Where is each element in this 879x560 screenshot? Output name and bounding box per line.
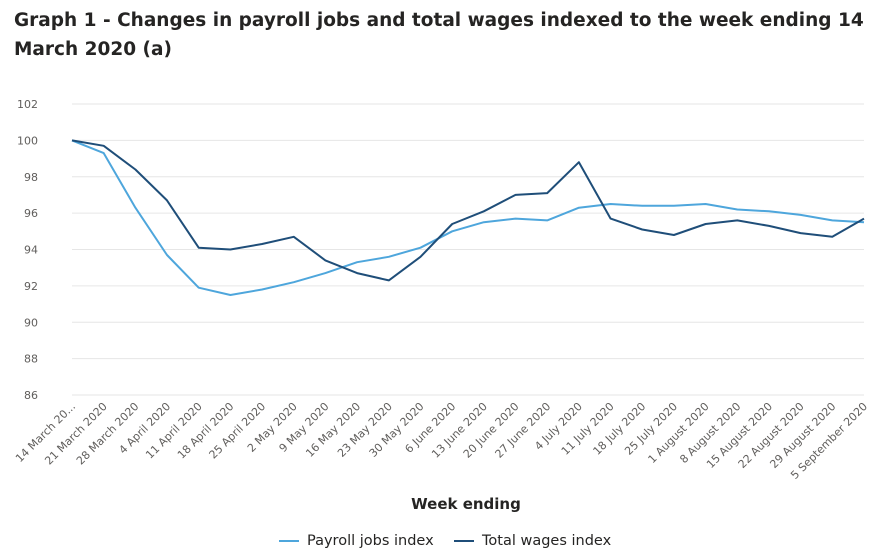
series-line-total-wages[interactable]	[71, 139, 865, 282]
legend-swatch-payroll	[279, 539, 299, 543]
chart-title: Graph 1 - Changes in payroll jobs and to…	[14, 10, 864, 60]
legend-item-wages[interactable]: Total wages index	[454, 533, 611, 549]
y-tick-label: 96	[24, 207, 38, 220]
series-lines	[71, 139, 865, 296]
legend-label-payroll: Payroll jobs index	[307, 533, 434, 549]
y-axis-ticks: 86 88 90 92 94 96 98 100 102	[17, 98, 38, 402]
y-tick-label: 88	[24, 353, 38, 366]
y-tick-label: 98	[24, 171, 38, 184]
legend: Payroll jobs index Total wages index	[0, 533, 879, 557]
line-chart: 86 88 90 92 94 96 98 100 102 14 March 20...21 Ma…	[13, 98, 870, 513]
series-line-payroll-jobs[interactable]	[71, 139, 865, 296]
legend-swatch-wages	[454, 539, 474, 543]
y-tick-label: 94	[24, 244, 38, 257]
legend-item-payroll[interactable]: Payroll jobs index	[279, 533, 434, 549]
y-tick-label: 100	[17, 134, 38, 147]
gridlines	[72, 103, 864, 396]
legend-label-wages: Total wages index	[482, 533, 612, 549]
y-tick-label: 102	[17, 98, 38, 111]
y-tick-label: 92	[24, 280, 38, 293]
y-tick-label: 86	[24, 389, 38, 402]
x-axis-label: Week ending	[411, 495, 521, 513]
y-tick-label: 90	[24, 316, 38, 329]
